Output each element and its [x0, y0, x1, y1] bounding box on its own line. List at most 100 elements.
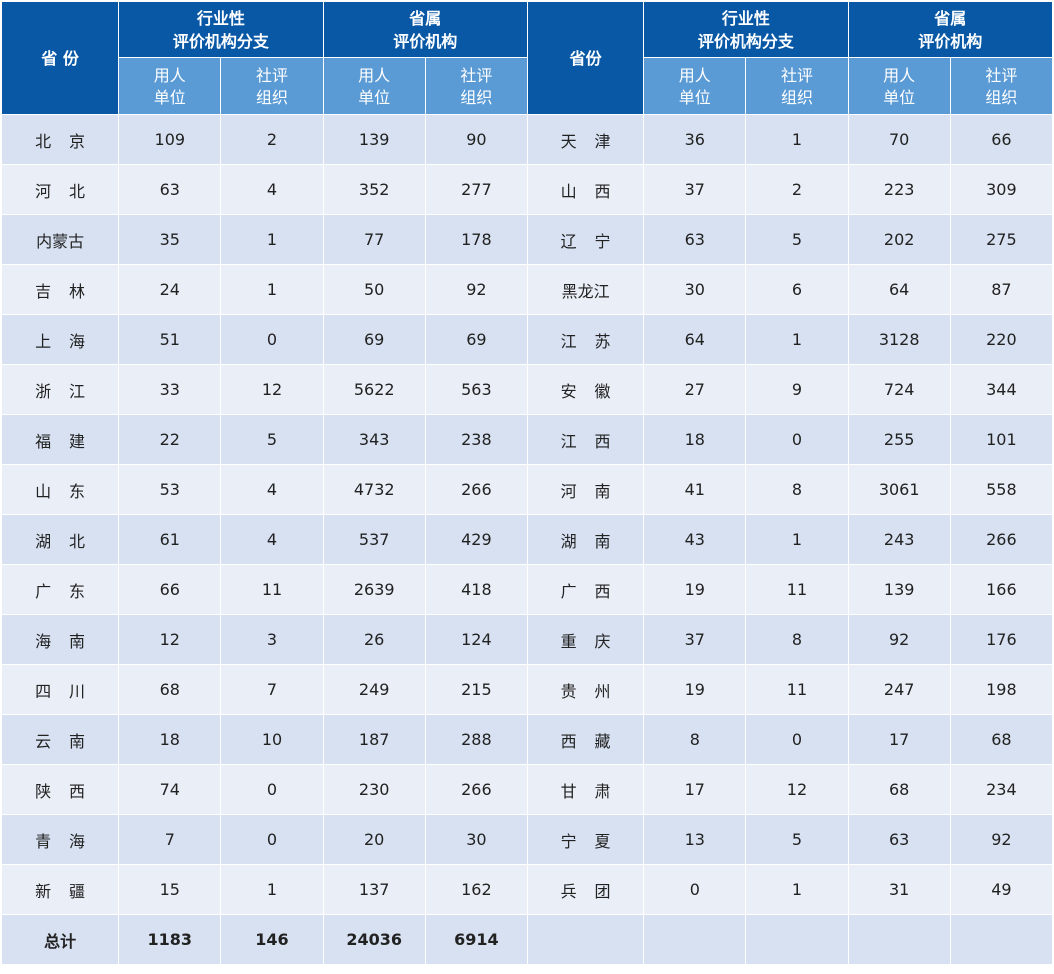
header-industry-branch-right: 行业性 评价机构分支: [643, 1, 849, 58]
value-cell: 0: [220, 764, 324, 815]
value-cell: 92: [424, 264, 528, 315]
total-label: 总计: [0, 914, 120, 965]
value-cell: 1: [745, 314, 849, 365]
table-row: 海 南 12 3 26 124 重 庆 37 8 92 176: [0, 614, 1054, 665]
total-value: 146: [220, 914, 324, 965]
value-cell: 17: [643, 764, 747, 815]
subheader-social-org-line2: 组织: [780, 88, 813, 107]
value-cell: 43: [643, 514, 747, 565]
value-cell: 187: [322, 714, 426, 765]
header-provincial-line1: 省属: [934, 8, 967, 28]
value-cell: 30: [424, 814, 528, 865]
value-cell: 7: [118, 814, 222, 865]
value-cell: 178: [424, 214, 528, 265]
table-row: 云 南 18 10 187 288 西 藏 8 0 17 68: [0, 714, 1054, 765]
header-industry-branch-left: 行业性 评价机构分支: [118, 1, 324, 58]
table-row: 山 东 53 4 4732 266 河 南 41 8 3061 558: [0, 464, 1054, 515]
value-cell: 8: [643, 714, 747, 765]
value-cell: 166: [949, 564, 1054, 615]
subheader-employer-line1: 用人: [883, 66, 916, 85]
province-name: 福 建: [0, 414, 120, 465]
province-name: 兵 团: [526, 864, 645, 915]
province-name: 吉 林: [0, 264, 120, 315]
header-provincial-right: 省属 评价机构: [847, 1, 1054, 58]
table-row: 福 建 22 5 343 238 江 西 18 0 255 101: [0, 414, 1054, 465]
value-cell: 11: [745, 664, 849, 715]
value-cell: 5622: [322, 364, 426, 415]
value-cell: 247: [847, 664, 951, 715]
value-cell: 309: [949, 164, 1054, 215]
empty-cell: [745, 914, 849, 965]
subheader-social-org-line1: 社评: [255, 66, 288, 85]
value-cell: 1: [220, 214, 324, 265]
province-name: 安 徽: [526, 364, 645, 415]
value-cell: 124: [424, 614, 528, 665]
province-name: 广 西: [526, 564, 645, 615]
table-row: 青 海 7 0 20 30 宁 夏 13 5 63 92: [0, 814, 1054, 865]
value-cell: 41: [643, 464, 747, 515]
value-cell: 6: [745, 264, 849, 315]
subheader-social-org-line1: 社评: [780, 66, 813, 85]
table-row: 湖 北 61 4 537 429 湖 南 43 1 243 266: [0, 514, 1054, 565]
header-industry-line1: 行业性: [196, 8, 245, 28]
table-row: 四 川 68 7 249 215 贵 州 19 11 247 198: [0, 664, 1054, 715]
value-cell: 61: [118, 514, 222, 565]
value-cell: 64: [643, 314, 747, 365]
header-industry-line2: 评价机构分支: [697, 31, 794, 51]
value-cell: 288: [424, 714, 528, 765]
value-cell: 74: [118, 764, 222, 815]
value-cell: 4: [220, 164, 324, 215]
value-cell: 27: [643, 364, 747, 415]
value-cell: 418: [424, 564, 528, 615]
value-cell: 13: [643, 814, 747, 865]
value-cell: 537: [322, 514, 426, 565]
value-cell: 266: [424, 464, 528, 515]
value-cell: 63: [643, 214, 747, 265]
value-cell: 249: [322, 664, 426, 715]
value-cell: 176: [949, 614, 1054, 665]
empty-cell: [643, 914, 747, 965]
empty-cell: [847, 914, 951, 965]
value-cell: 51: [118, 314, 222, 365]
province-name: 四 川: [0, 664, 120, 715]
value-cell: 275: [949, 214, 1054, 265]
header-industry-line1: 行业性: [721, 8, 770, 28]
province-name: 青 海: [0, 814, 120, 865]
value-cell: 17: [847, 714, 951, 765]
value-cell: 24: [118, 264, 222, 315]
province-name: 辽 宁: [526, 214, 645, 265]
province-name: 海 南: [0, 614, 120, 665]
value-cell: 4: [220, 464, 324, 515]
province-name: 重 庆: [526, 614, 645, 665]
subheader-employer: 用人 单位: [118, 57, 222, 115]
value-cell: 139: [847, 564, 951, 615]
province-name: 新 疆: [0, 864, 120, 915]
value-cell: 429: [424, 514, 528, 565]
value-cell: 137: [322, 864, 426, 915]
value-cell: 64: [847, 264, 951, 315]
value-cell: 77: [322, 214, 426, 265]
subheader-employer: 用人 单位: [643, 57, 747, 115]
table-row: 内蒙古 35 1 77 178 辽 宁 63 5 202 275: [0, 214, 1054, 265]
empty-cell: [526, 914, 645, 965]
empty-cell: [949, 914, 1054, 965]
value-cell: 10: [220, 714, 324, 765]
value-cell: 22: [118, 414, 222, 465]
value-cell: 53: [118, 464, 222, 515]
header-provincial-left: 省属 评价机构: [322, 1, 528, 58]
province-name: 湖 北: [0, 514, 120, 565]
province-name: 江 西: [526, 414, 645, 465]
value-cell: 66: [118, 564, 222, 615]
province-name: 云 南: [0, 714, 120, 765]
value-cell: 35: [118, 214, 222, 265]
province-name: 山 东: [0, 464, 120, 515]
value-cell: 0: [643, 864, 747, 915]
value-cell: 8: [745, 614, 849, 665]
province-name: 上 海: [0, 314, 120, 365]
value-cell: 109: [118, 114, 222, 165]
value-cell: 19: [643, 664, 747, 715]
subheader-social-org-line2: 组织: [460, 88, 493, 107]
value-cell: 202: [847, 214, 951, 265]
subheader-social-org-line1: 社评: [985, 66, 1018, 85]
